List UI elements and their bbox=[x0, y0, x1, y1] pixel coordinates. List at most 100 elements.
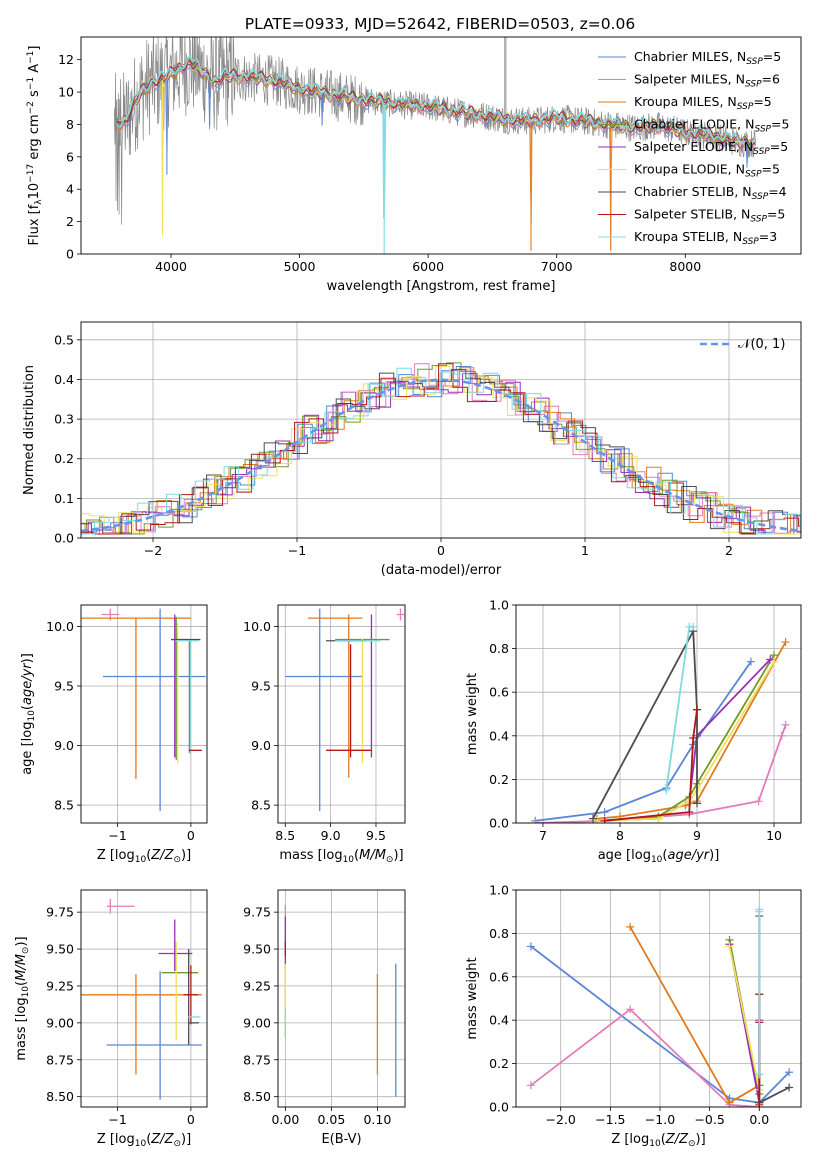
data-point-marker bbox=[777, 731, 786, 740]
series-line bbox=[629, 926, 761, 1104]
plot-area bbox=[81, 898, 202, 1100]
label-part: Z/Z bbox=[665, 1132, 689, 1147]
y-tick-label: 0.5 bbox=[54, 332, 74, 347]
x-tick-label: −1.0 bbox=[645, 1112, 675, 1127]
chart-age-vs-mass: 8.5 9.0 9.5 8.5 9.0 9.5 10.0 mass [log10(M/M⊙)] bbox=[243, 604, 406, 865]
x-axis-label: wavelength [Angstrom, rest frame] bbox=[327, 279, 556, 294]
label-part: ⊙ bbox=[173, 1139, 181, 1149]
y-tick-label: 9.50 bbox=[46, 942, 74, 957]
data-point-marker bbox=[725, 1098, 734, 1107]
spectrum-model-line bbox=[116, 55, 756, 219]
label-part: 10 bbox=[21, 986, 31, 998]
legend-entry: Chabrier MILES, NSSP=5 bbox=[634, 49, 781, 67]
legend-nssp: =6 bbox=[762, 72, 780, 87]
data-point-marker bbox=[781, 638, 790, 647]
x-tick-label: 0 bbox=[187, 1112, 195, 1127]
series-line bbox=[592, 627, 698, 820]
figure-title: PLATE=0933, MJD=52642, FIBERID=0503, z=0… bbox=[245, 15, 635, 33]
histogram-step bbox=[81, 373, 801, 535]
spectrum-data-line bbox=[114, 37, 757, 225]
label-part: )] bbox=[20, 653, 35, 663]
y-tick-label: 0.0 bbox=[489, 816, 509, 831]
plot-area bbox=[531, 622, 790, 823]
legend-entry: Salpeter STELIB, NSSP=5 bbox=[634, 207, 785, 225]
label-part: 10 bbox=[27, 710, 37, 722]
legend-series-name: Chabrier STELIB, N bbox=[634, 184, 752, 199]
label-part: ( bbox=[14, 981, 29, 986]
legend-subscript: SSP bbox=[752, 192, 769, 202]
axes-frame bbox=[80, 36, 802, 255]
label-part: wavelength [Angstrom, rest frame] bbox=[327, 279, 556, 294]
legend-nssp: =5 bbox=[767, 207, 785, 222]
data-point-marker bbox=[755, 907, 764, 916]
label-part: M/M bbox=[359, 848, 386, 863]
data-point-marker bbox=[785, 1068, 794, 1077]
legend-entry: Salpeter MILES, NSSP=6 bbox=[634, 72, 780, 90]
series-line bbox=[530, 1008, 760, 1107]
chart-residuals: −2 −1 0 1 2 0.0 0.1 0.2 0.3 0.4 0.5 (data-model)/er… bbox=[22, 321, 802, 578]
legend-nssp: =5 bbox=[763, 49, 781, 64]
label-part: erg cm bbox=[27, 114, 42, 163]
legend: Chabrier MILES, NSSP=5 Salpeter MILES, NS… bbox=[598, 49, 789, 247]
label-part: 10 bbox=[135, 1139, 147, 1149]
y-tick-label: 8.50 bbox=[46, 1089, 74, 1104]
label-part: mass [log bbox=[279, 848, 342, 863]
plot-area bbox=[81, 362, 801, 535]
y-axis-label: age [log10(age/yr)] bbox=[20, 653, 37, 775]
label-part: ( bbox=[146, 848, 151, 863]
x-tick-label: 5000 bbox=[284, 259, 316, 274]
spectrum-model-line bbox=[116, 59, 757, 148]
y-axis-label: mass weight bbox=[465, 957, 480, 1039]
legend-entry: Chabrier ELODIE, NSSP=5 bbox=[634, 117, 789, 135]
x-tick-label: 2 bbox=[725, 543, 733, 558]
histogram-step bbox=[81, 363, 801, 535]
data-point-marker bbox=[600, 808, 609, 817]
data-point-marker bbox=[689, 733, 698, 742]
spectrum-model-line bbox=[116, 60, 757, 236]
label-part: 10 bbox=[135, 855, 147, 865]
x-axis-label: mass [log10(M/M⊙)] bbox=[279, 848, 403, 865]
label-part: age/yr bbox=[20, 662, 35, 705]
y-tick-label: 8.75 bbox=[46, 1052, 74, 1067]
y-tick-label: 0.4 bbox=[489, 728, 509, 743]
label-part: ( bbox=[661, 1132, 666, 1147]
label-part: λ bbox=[34, 199, 44, 205]
label-part: ] bbox=[27, 46, 42, 51]
y-tick-label: 4 bbox=[66, 182, 74, 197]
label-part: −17 bbox=[26, 164, 36, 183]
axes-frame bbox=[277, 889, 406, 1108]
label-part: )] bbox=[181, 1132, 191, 1147]
legend-subscript: SSP bbox=[742, 237, 759, 247]
data-point-marker bbox=[725, 942, 734, 951]
y-tick-label: 0.3 bbox=[54, 412, 74, 427]
label-part: A bbox=[27, 64, 42, 77]
y-axis-label: mass weight bbox=[465, 673, 480, 755]
y-tick-label: 9.25 bbox=[243, 978, 271, 993]
x-axis-label: Z [log10(Z/Z⊙)] bbox=[97, 1132, 191, 1149]
series-line bbox=[535, 724, 787, 823]
label-part: )] bbox=[393, 848, 403, 863]
label-part: (data-model)/error bbox=[381, 563, 502, 578]
y-tick-label: 8.5 bbox=[251, 798, 271, 813]
axes-frame bbox=[277, 604, 406, 824]
x-tick-label: 10 bbox=[766, 828, 782, 843]
y-tick-label: 10.0 bbox=[243, 619, 271, 634]
y-tick-label: 0.2 bbox=[489, 1056, 509, 1071]
y-tick-label: 9.0 bbox=[251, 738, 271, 753]
spectrum-model-line bbox=[116, 62, 757, 146]
y-tick-label: 9.0 bbox=[54, 738, 74, 753]
legend-series-name: Chabrier ELODIE, N bbox=[634, 117, 754, 132]
legend-nssp: =5 bbox=[762, 162, 780, 177]
legend-entry: Kroupa MILES, NSSP=5 bbox=[634, 94, 772, 112]
data-point-marker bbox=[693, 799, 702, 808]
x-tick-label: 0.00 bbox=[271, 1112, 299, 1127]
x-axis-label: E(B-V) bbox=[321, 1132, 361, 1147]
x-axis-label: age [log10(age/yr)] bbox=[598, 848, 720, 865]
label-part: )] bbox=[181, 848, 191, 863]
legend-entry: 𝒩(0, 1) bbox=[738, 337, 785, 352]
x-axis-label: Z [log10(Z/Z⊙)] bbox=[97, 848, 191, 865]
plot-area bbox=[526, 905, 794, 1107]
legend-series-name: Kroupa MILES, N bbox=[634, 94, 737, 109]
label-part: age/yr bbox=[667, 848, 710, 863]
y-tick-label: 12 bbox=[58, 52, 74, 67]
